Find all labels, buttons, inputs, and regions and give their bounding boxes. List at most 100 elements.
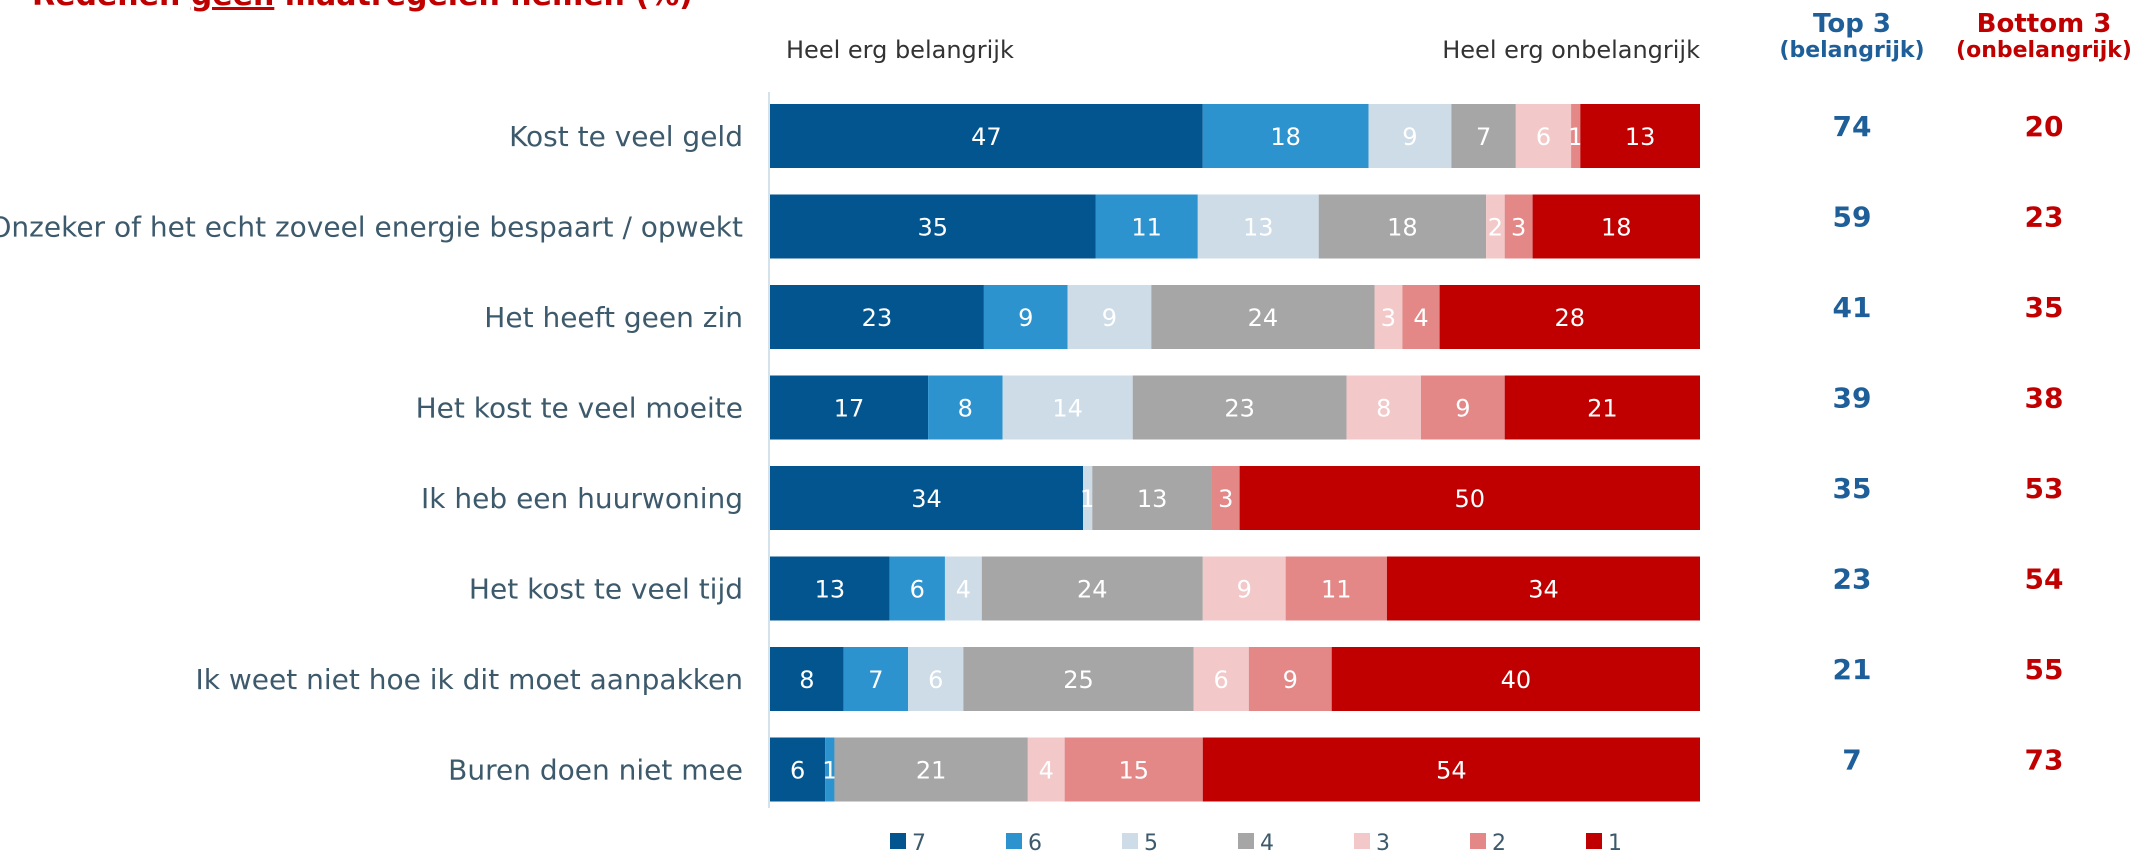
data-label: 9 [1402, 123, 1417, 151]
title-prefix: Redenen [32, 0, 191, 13]
bar-segment [1421, 375, 1505, 440]
legend-swatch [1122, 833, 1138, 849]
bar-segment [1067, 285, 1152, 349]
legend-swatch [1006, 833, 1022, 849]
bar-segment [770, 375, 929, 440]
bottom3-header-title: Bottom 3 [1977, 9, 2112, 39]
bar-segment [1318, 194, 1487, 259]
data-label: 25 [1063, 666, 1094, 694]
data-label: 28 [1555, 304, 1586, 332]
top3-value: 23 [1833, 563, 1872, 596]
bar-segment [770, 647, 844, 711]
bar-segment [770, 556, 890, 621]
data-label: 7 [1476, 123, 1491, 151]
category-label: Ik weet niet hoe ik dit moet aanpakken [196, 663, 743, 696]
top3-value: 21 [1833, 653, 1872, 686]
legend-label: 2 [1492, 831, 1506, 856]
bar-segment [1331, 647, 1700, 711]
data-label: 15 [1118, 757, 1149, 785]
bar-segment [1092, 466, 1212, 530]
data-label: 4 [1413, 304, 1428, 332]
data-label: 24 [1077, 576, 1108, 604]
bar-segment [1504, 194, 1533, 259]
bar-segment [1239, 466, 1700, 530]
legend-label: 7 [912, 831, 926, 856]
data-label: 9 [1018, 304, 1033, 332]
bar-segment [1083, 466, 1093, 530]
bar-segment [770, 737, 826, 802]
category-label: Buren doen niet mee [448, 754, 743, 787]
data-label: 6 [790, 757, 805, 785]
bar-segment [1193, 647, 1249, 711]
bar-segment [928, 375, 1003, 440]
top3-header-subtitle: (belangrijk) [1779, 38, 1924, 63]
category-label: Kost te veel geld [509, 120, 743, 153]
data-label: 3 [1381, 304, 1396, 332]
bar-segment [1202, 737, 1700, 802]
bar-segment [1571, 104, 1581, 168]
bar-segment [1451, 104, 1516, 168]
header-right-label: Heel erg onbelangrijk [1442, 36, 1700, 64]
bottom3-value: 55 [2025, 653, 2064, 686]
bar-segment [1374, 285, 1403, 349]
bar-segment [1402, 285, 1440, 349]
bottom3-value: 35 [2025, 291, 2064, 324]
bar-segment [983, 285, 1068, 349]
bar-segment [1285, 556, 1387, 621]
bar-segment [770, 104, 1203, 168]
bottom3-value: 54 [2025, 563, 2064, 596]
data-label: 4 [956, 576, 971, 604]
bar-segment [889, 556, 945, 621]
bar-segment [770, 466, 1084, 530]
top3-header-title: Top 3 [1813, 9, 1891, 39]
category-label: Ik heb een huurwoning [421, 482, 743, 515]
bar-segment [1197, 194, 1319, 259]
legend: 7 6 5 4 3 2 1 [890, 831, 1622, 856]
bar-segment [1439, 285, 1700, 349]
data-label: 13 [815, 576, 846, 604]
data-label: 6 [1536, 123, 1551, 151]
data-label: 6 [928, 666, 943, 694]
data-label: 18 [1601, 214, 1632, 242]
data-label: 40 [1501, 666, 1532, 694]
data-label: 47 [971, 123, 1002, 151]
top3-value: 39 [1833, 382, 1872, 415]
bottom3-header-subtitle: (onbelangrijk) [1956, 38, 2132, 63]
legend-label: 6 [1028, 831, 1042, 856]
data-label: 7 [868, 666, 883, 694]
bar-segment [1486, 194, 1505, 259]
bar-segment [1132, 375, 1347, 440]
top3-value: 35 [1833, 472, 1872, 505]
bar-segment [843, 647, 909, 711]
data-label: 8 [1376, 395, 1391, 423]
data-label: 54 [1436, 757, 1467, 785]
top3-value: 74 [1833, 110, 1872, 143]
category-label: Het kost te veel tijd [469, 573, 743, 606]
top3-value: 41 [1833, 291, 1872, 324]
bar-segment [1368, 104, 1452, 168]
data-label: 1 [822, 757, 837, 785]
bar-segment [834, 737, 1028, 802]
data-label: 14 [1052, 395, 1083, 423]
top3-value: 59 [1833, 201, 1872, 234]
data-label: 3 [1218, 485, 1233, 513]
data-label: 9 [1102, 304, 1117, 332]
legend-label: 1 [1608, 831, 1622, 856]
top3-value: 7 [1842, 744, 1861, 777]
data-label: 9 [1237, 576, 1252, 604]
data-label: 18 [1387, 214, 1418, 242]
bottom3-value: 20 [2025, 110, 2064, 143]
legend-label: 3 [1376, 831, 1390, 856]
data-label: 6 [1214, 666, 1229, 694]
title-emphasis: geen [191, 0, 275, 13]
data-label: 21 [916, 757, 947, 785]
bottom3-value: 23 [2025, 201, 2064, 234]
legend-label: 5 [1144, 831, 1158, 856]
bar-segment [1532, 194, 1700, 259]
category-label: Onzeker of het echt zoveel energie bespa… [0, 211, 743, 244]
data-label: 6 [910, 576, 925, 604]
data-label: 13 [1243, 214, 1274, 242]
data-label: 1 [1568, 123, 1583, 151]
bar-segment [1064, 737, 1203, 802]
